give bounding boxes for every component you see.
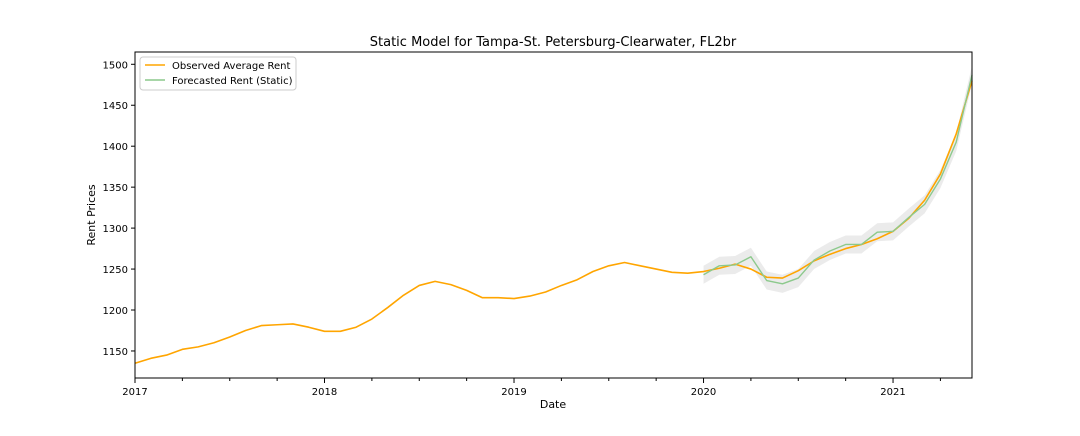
- x-tick-label: 2021: [880, 387, 905, 398]
- y-tick-label: 1150: [103, 347, 128, 358]
- y-axis-label: Rent Prices: [85, 184, 98, 246]
- y-tick-label: 1350: [103, 183, 128, 194]
- legend-label-observed: Observed Average Rent: [172, 61, 291, 72]
- confidence-band-layer: [703, 65, 972, 293]
- x-tick-label: 2018: [312, 387, 337, 398]
- y-tick-label: 1450: [103, 101, 128, 112]
- legend: Observed Average Rent Forecasted Rent (S…: [139, 56, 297, 91]
- x-axis: 2017 2018 2019 2020 2021: [122, 378, 941, 398]
- series-line-observed: [134, 80, 973, 365]
- x-axis-label: Date: [540, 398, 567, 411]
- chart-title: Static Model for Tampa-St. Petersburg-Cl…: [370, 35, 737, 50]
- y-tick-label: 1400: [103, 142, 128, 153]
- forecast-confidence-band: [703, 65, 972, 293]
- y-tick-label: 1500: [103, 60, 128, 71]
- series-line-forecast: [703, 74, 973, 285]
- legend-box: [139, 56, 297, 91]
- y-tick-label: 1200: [103, 306, 128, 317]
- x-tick-label: 2020: [691, 387, 716, 398]
- y-tick-label: 1250: [103, 265, 128, 276]
- series-lines-layer: [134, 74, 973, 365]
- x-tick-label: 2019: [501, 387, 526, 398]
- y-tick-label: 1300: [103, 224, 128, 235]
- plot-frame: [134, 51, 973, 379]
- x-tick-label: 2017: [122, 387, 147, 398]
- y-axis: 1150 1200 1250 1300 1350 1400 1450 1500: [103, 60, 135, 358]
- legend-label-forecast: Forecasted Rent (Static): [172, 76, 293, 87]
